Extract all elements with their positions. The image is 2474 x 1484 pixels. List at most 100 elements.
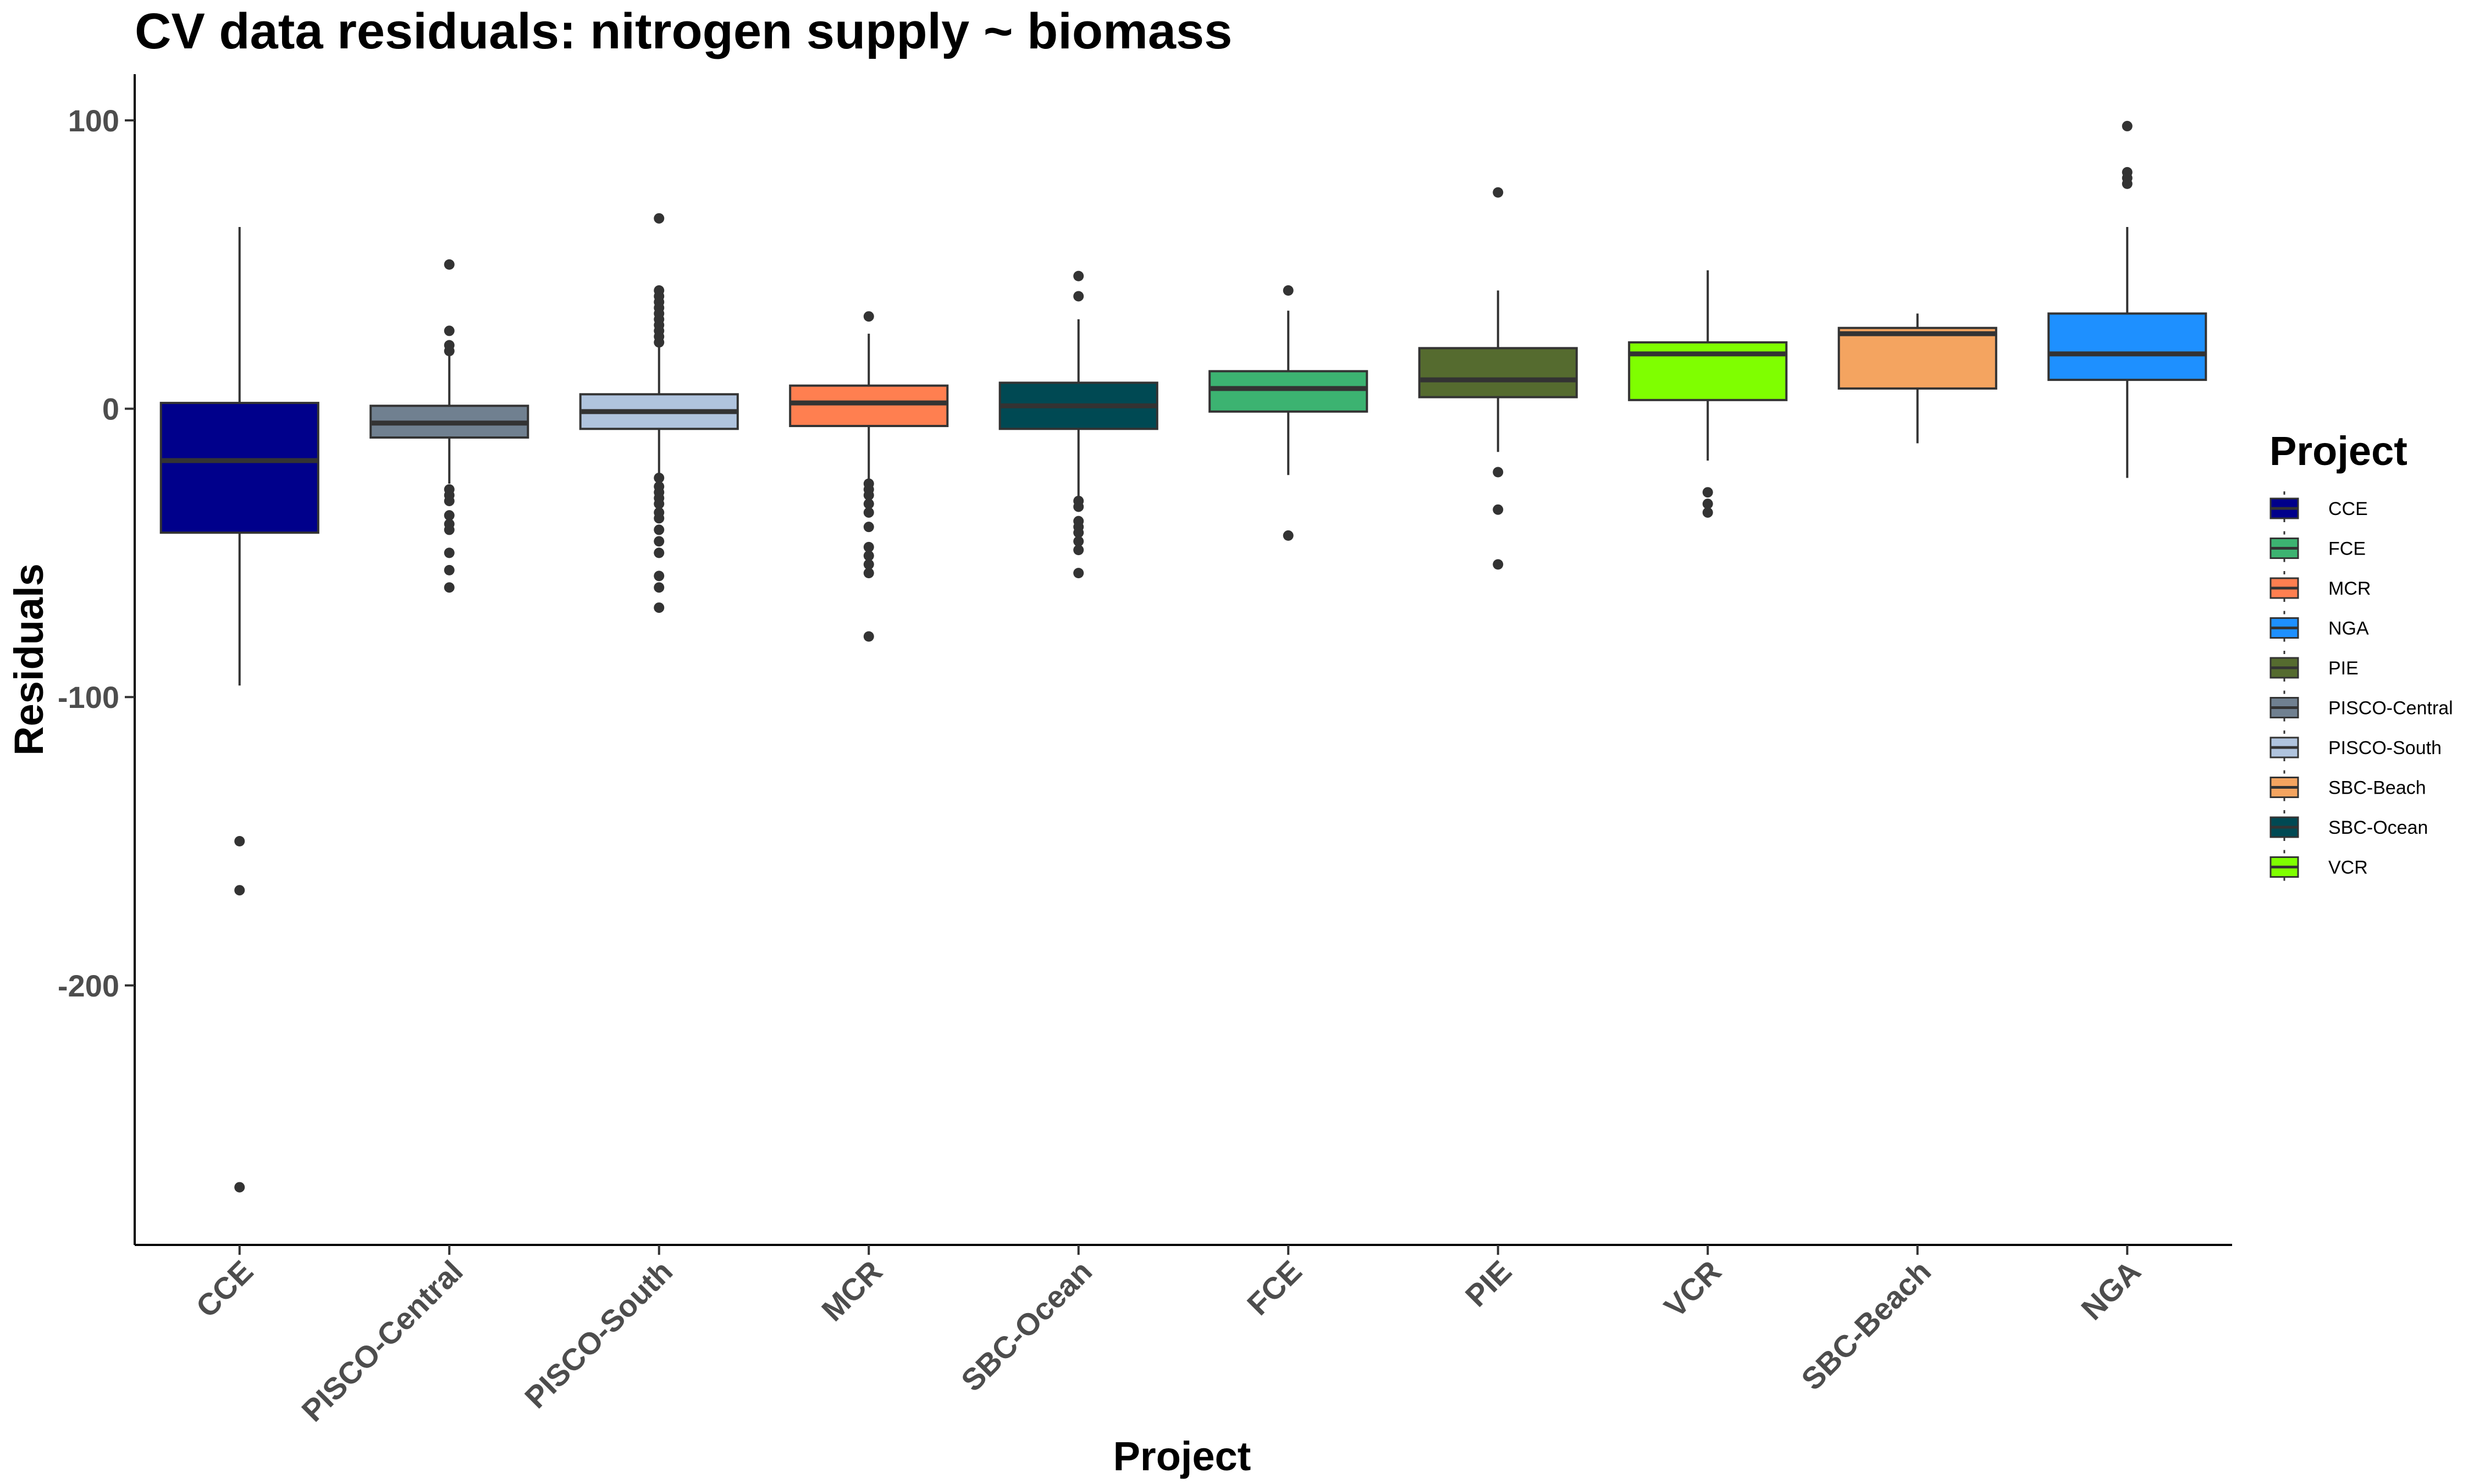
outlier-point xyxy=(1073,568,1084,579)
outlier-point xyxy=(654,602,665,613)
legend-label: CCE xyxy=(2328,499,2368,519)
outlier-point xyxy=(1283,285,1294,296)
x-axis: CCE PISCO-Central PISCO-South MCR SBC-Ocean F… xyxy=(135,1244,2232,1428)
outlier-point xyxy=(1702,487,1713,498)
y-tick-label: -200 xyxy=(58,968,119,1003)
legend-item: VCR xyxy=(2269,850,2368,881)
box-nga xyxy=(2047,120,2207,478)
box-vcr xyxy=(1628,270,1788,518)
outlier-point xyxy=(1493,504,1504,515)
chart-title: CV data residuals: nitrogen supply ~ bio… xyxy=(135,3,1232,59)
outlier-point xyxy=(863,631,874,642)
outlier-point xyxy=(1493,559,1504,570)
box-fce xyxy=(1208,285,1368,541)
outlier-point xyxy=(444,325,455,336)
outlier-point xyxy=(1702,499,1713,510)
legend-item: NGA xyxy=(2269,611,2369,642)
outlier-point xyxy=(1073,291,1084,302)
outlier-point xyxy=(1493,187,1504,198)
outlier-point xyxy=(1073,501,1084,512)
outlier-point xyxy=(234,836,245,847)
legend-title: Project xyxy=(2269,428,2407,474)
outlier-point xyxy=(444,582,455,593)
outlier-point xyxy=(444,524,455,535)
outlier-point xyxy=(863,541,874,552)
outlier-point xyxy=(863,550,874,561)
legend-label: FCE xyxy=(2328,539,2366,560)
legend-item: SBC-Beach xyxy=(2269,770,2426,801)
x-tick-label: PISCO-South xyxy=(518,1254,679,1415)
y-axis-title: Residuals xyxy=(6,563,52,756)
box-body xyxy=(789,384,949,428)
outlier-point xyxy=(863,568,874,579)
x-tick-label: NGA xyxy=(2074,1254,2147,1327)
box-sbc-ocean xyxy=(998,270,1158,579)
x-tick-label: SBC-Ocean xyxy=(954,1254,1098,1398)
outlier-point xyxy=(654,513,665,524)
outlier-point xyxy=(654,524,665,535)
legend-label: SBC-Ocean xyxy=(2328,817,2428,838)
box-pisco-central xyxy=(369,259,529,593)
box-cce xyxy=(159,227,319,1193)
box-pie xyxy=(1418,187,1578,570)
outlier-point xyxy=(863,311,874,322)
legend-label: NGA xyxy=(2328,618,2369,639)
outlier-point xyxy=(234,885,245,896)
outlier-point xyxy=(1073,545,1084,556)
x-tick-label: MCR xyxy=(815,1254,889,1328)
outlier-point xyxy=(654,571,665,582)
outlier-point xyxy=(654,536,665,547)
box-pisco-south xyxy=(579,213,739,613)
legend-label: SBC-Beach xyxy=(2328,778,2426,799)
outlier-point xyxy=(863,490,874,501)
legend-item: PIE xyxy=(2269,651,2359,682)
legend: Project CCE FCE MCR NGA PIE PISCO-Central PISC… xyxy=(2269,428,2453,881)
x-tick-label: SBC-Beach xyxy=(1794,1254,1937,1397)
outlier-point xyxy=(1702,507,1713,518)
outlier-point xyxy=(444,259,455,270)
outlier-point xyxy=(863,559,874,570)
box-body xyxy=(1418,347,1578,398)
outlier-point xyxy=(234,1182,245,1193)
y-tick-label: 0 xyxy=(102,392,119,427)
outlier-point xyxy=(1493,467,1504,478)
box-body xyxy=(1208,370,1368,413)
outlier-point xyxy=(863,522,874,533)
outlier-point xyxy=(654,547,665,558)
legend-item: CCE xyxy=(2269,491,2368,522)
legend-label: MCR xyxy=(2328,578,2371,599)
outlier-point xyxy=(654,337,665,348)
legend-label: PIE xyxy=(2328,658,2359,679)
box-sbc-beach xyxy=(1837,313,1997,444)
outlier-point xyxy=(2122,120,2133,131)
outlier-point xyxy=(444,495,455,506)
legend-label: PISCO-Central xyxy=(2328,698,2453,719)
y-axis: 100 0 -100 -200 xyxy=(58,74,136,1245)
outlier-point xyxy=(444,564,455,575)
outlier-point xyxy=(654,472,665,483)
outlier-point xyxy=(654,499,665,510)
legend-label: PISCO-South xyxy=(2328,738,2442,758)
x-tick-label: FCE xyxy=(1240,1254,1308,1322)
outlier-point xyxy=(444,346,455,357)
outlier-point xyxy=(863,499,874,510)
plot-area xyxy=(159,120,2207,1193)
box-body xyxy=(1837,326,1997,390)
outlier-point xyxy=(654,213,665,224)
outlier-point xyxy=(863,507,874,518)
x-axis-title: Project xyxy=(1113,1433,1251,1479)
x-tick-label: PISCO-Central xyxy=(295,1254,469,1428)
legend-item: PISCO-South xyxy=(2269,730,2442,761)
legend-item: MCR xyxy=(2269,571,2371,602)
outlier-point xyxy=(444,547,455,558)
box-body xyxy=(1628,341,1788,401)
legend-item: FCE xyxy=(2269,531,2366,562)
box-body xyxy=(2047,312,2207,381)
legend-item: PISCO-Central xyxy=(2269,690,2453,722)
outlier-point xyxy=(654,582,665,593)
y-tick-label: 100 xyxy=(68,103,119,138)
outlier-point xyxy=(2122,178,2133,189)
outlier-point xyxy=(1073,527,1084,538)
outlier-point xyxy=(1073,536,1084,547)
